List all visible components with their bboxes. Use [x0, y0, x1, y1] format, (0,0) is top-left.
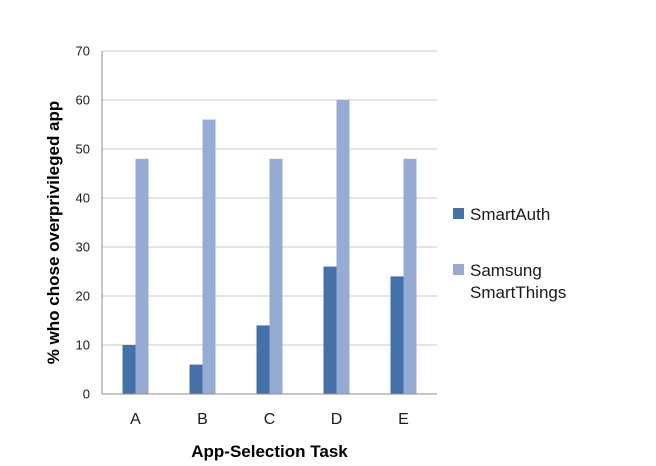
legend-label: SmartThings	[470, 283, 566, 302]
x-tick-labels: A B C D E	[130, 411, 409, 428]
legend-swatch-smartthings	[453, 264, 464, 275]
bar-smartauth-e	[390, 276, 404, 394]
y-tick-label: 40	[76, 191, 90, 206]
y-tick-labels: 0 10 20 30 40 50 60 70	[76, 44, 90, 402]
legend-label: SmartAuth	[470, 205, 550, 224]
bar-smartthings-e	[403, 158, 417, 394]
y-tick-label: 0	[83, 387, 90, 402]
y-tick-label: 50	[76, 142, 90, 157]
y-tick-label: 30	[76, 240, 90, 255]
bars	[122, 100, 417, 394]
y-tick-label: 60	[76, 93, 90, 108]
x-tick-label: D	[331, 411, 343, 428]
bar-smartthings-d	[336, 100, 350, 394]
bar-smartauth-b	[189, 364, 203, 394]
x-tick-label: C	[264, 411, 276, 428]
bar-smartthings-b	[202, 119, 216, 394]
y-tick-label: 70	[76, 44, 90, 59]
bar-smartauth-c	[256, 325, 270, 394]
x-tick-label: E	[398, 411, 409, 428]
legend: SmartAuth Samsung SmartThings	[453, 205, 566, 302]
y-tick-label: 10	[76, 338, 90, 353]
legend-label: Samsung	[470, 261, 542, 280]
y-axis-title: % who chose overprivileged app	[44, 101, 63, 365]
x-tick-label: B	[197, 411, 208, 428]
bar-smartauth-a	[122, 345, 136, 394]
x-tick-label: A	[130, 411, 141, 428]
y-tick-label: 20	[76, 289, 90, 304]
legend-swatch-smartauth	[453, 208, 464, 219]
bar-smartthings-c	[269, 158, 283, 394]
bar-smartthings-a	[135, 158, 149, 394]
x-axis-title: App-Selection Task	[191, 442, 348, 461]
bar-smartauth-d	[323, 266, 337, 394]
